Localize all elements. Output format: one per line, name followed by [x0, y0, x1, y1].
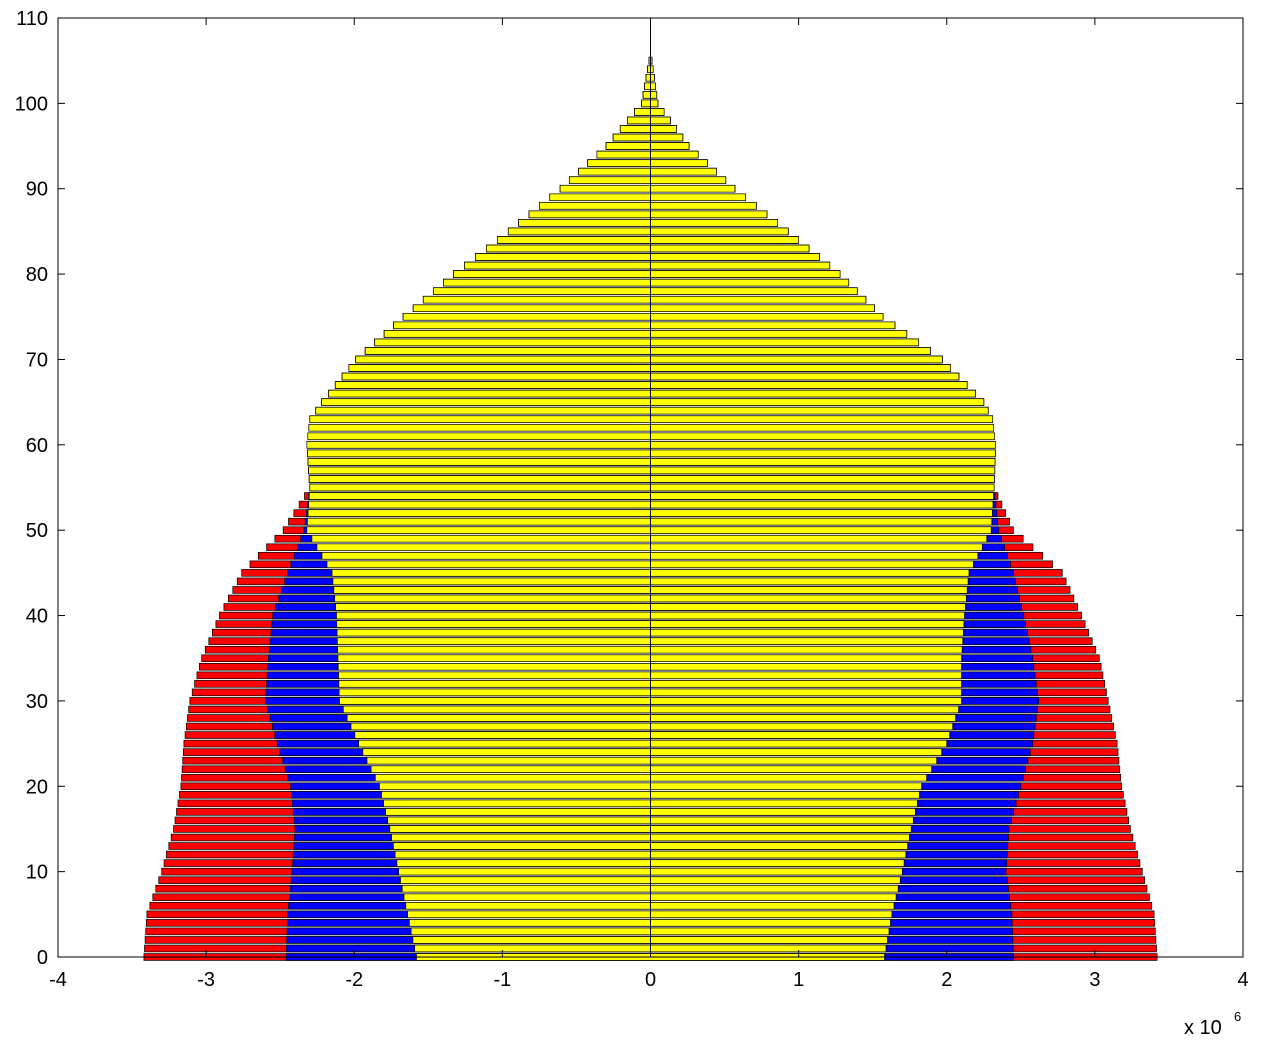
bar-series2-age-69	[348, 364, 951, 372]
bar-series2-age-57	[308, 466, 996, 475]
bar-series2-age-94	[596, 150, 699, 159]
bar-series2-age-99	[634, 108, 665, 116]
x-tick-label: 1	[793, 969, 804, 991]
bar-series2-age-65	[321, 398, 985, 406]
x-tick-label: -3	[197, 969, 215, 991]
y-tick-label: 110	[16, 8, 48, 30]
bar-series2-age-101	[642, 91, 658, 99]
bar-series2-age-81	[464, 261, 831, 270]
bar-series2-age-59	[307, 449, 996, 458]
bar-series2-age-84	[496, 236, 799, 244]
bar-series2-age-47	[321, 552, 979, 560]
bar-series2-age-25	[358, 739, 948, 748]
y-tick-label: 50	[26, 520, 48, 542]
bar-series2-age-5	[407, 910, 893, 919]
bar-series2-age-61	[307, 432, 995, 441]
bar-series2-age-34	[337, 662, 962, 671]
bar-series2-age-50	[306, 526, 992, 534]
bar-series2-age-63	[309, 415, 994, 423]
bar-series2-age-85	[507, 227, 789, 236]
x-tick-label: 3	[1089, 969, 1100, 991]
bar-series2-age-22	[370, 765, 932, 773]
bar-series2-age-55	[309, 483, 995, 492]
bar-series2-age-88	[539, 202, 757, 210]
bar-series2-age-51	[307, 517, 993, 526]
bar-series2-age-60	[306, 441, 996, 449]
bar-series2-age-6	[405, 902, 895, 910]
bar-series2-age-80	[453, 270, 841, 278]
bar-series2-age-86	[518, 219, 778, 227]
bar-series2-age-74	[393, 321, 896, 330]
bar-series2-age-75	[402, 313, 884, 321]
y-tick-label: 60	[26, 435, 48, 457]
bar-series2-age-27	[350, 722, 954, 731]
bar-series2-age-23	[366, 756, 938, 765]
bar-series2-age-56	[308, 475, 995, 483]
y-tick-label: 20	[26, 776, 48, 798]
bar-series2-age-28	[346, 714, 956, 722]
y-tick-label: 100	[15, 93, 48, 115]
ticks-group	[57, 17, 1244, 958]
bar-series2-age-58	[307, 458, 996, 466]
bar-series2-age-73	[383, 330, 908, 338]
bar-series2-age-70	[355, 355, 943, 364]
x-multiplier-label: x 10	[1184, 1017, 1222, 1039]
y-tick-label: 40	[26, 606, 48, 628]
bar-series2-age-66	[328, 389, 976, 398]
y-tick-label: 0	[37, 947, 48, 969]
x-tick-label: 4	[1237, 969, 1248, 991]
bar-series2-age-79	[443, 278, 850, 287]
bar-series2-age-95	[605, 142, 690, 150]
x-tick-label: -4	[49, 969, 67, 991]
bar-series2-age-93	[587, 159, 708, 167]
bar-series2-age-77	[422, 295, 867, 304]
bar-series2-age-24	[362, 748, 943, 756]
bar-series2-age-97	[619, 125, 677, 133]
bar-series2-age-48	[316, 543, 983, 552]
bar-series2-age-36	[337, 645, 963, 654]
bar-series2-age-71	[364, 347, 931, 355]
bar-series2-age-4	[409, 919, 891, 927]
x-tick-label: 2	[941, 969, 952, 991]
bar-series2-age-87	[528, 210, 768, 219]
x-tick-label: 0	[645, 969, 656, 991]
bar-series2-age-92	[578, 167, 717, 176]
bar-series2-age-54	[308, 492, 994, 500]
bar-series2-age-67	[334, 381, 968, 389]
bar-series2-age-98	[627, 116, 671, 125]
y-tick-label: 80	[26, 264, 48, 286]
x-multiplier-exponent: 6	[1234, 1009, 1241, 1024]
bar-series2-age-82	[475, 253, 820, 261]
bar-series2-age-96	[612, 133, 684, 142]
x-tick-label: -2	[345, 969, 363, 991]
bar-series2-age-78	[433, 287, 858, 295]
bar-series2-age-72	[374, 338, 919, 347]
bar-series2-age-100	[641, 99, 659, 108]
bar-series2-age-26	[354, 731, 951, 739]
bar-series2-age-49	[311, 534, 988, 543]
bar-series2-age-90	[559, 184, 736, 193]
bar-series2-age-83	[486, 244, 810, 253]
bar-series2-age-64	[315, 406, 989, 415]
y-tick-label: 90	[26, 179, 48, 201]
bar-series2-age-62	[308, 423, 995, 432]
y-tick-label: 70	[26, 349, 48, 371]
y-tick-label: 10	[26, 862, 48, 884]
bar-series2-age-91	[568, 176, 727, 184]
bar-series2-age-89	[549, 193, 746, 202]
x-tick-label: -1	[493, 969, 511, 991]
bar-series2-age-35	[337, 654, 962, 662]
bar-series2-age-76	[412, 304, 875, 313]
y-tick-label: 30	[26, 691, 48, 713]
